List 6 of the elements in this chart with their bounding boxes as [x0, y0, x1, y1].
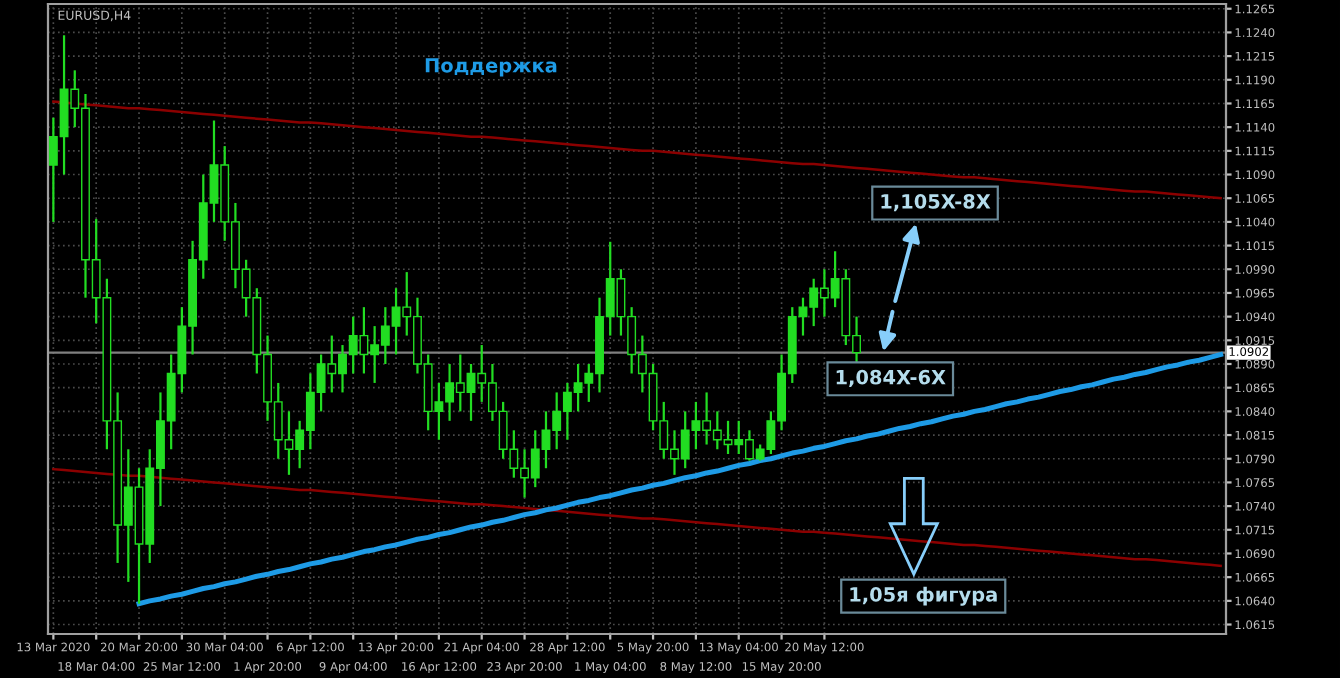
annotation: Поддержка [425, 58, 557, 77]
annotation: 1,05я фигура [850, 586, 997, 606]
annotation: 1,084X-6X [836, 369, 946, 387]
line-series [52, 467, 1222, 568]
line-series [136, 352, 1224, 607]
annotation: 1,105X-8X [881, 194, 991, 212]
